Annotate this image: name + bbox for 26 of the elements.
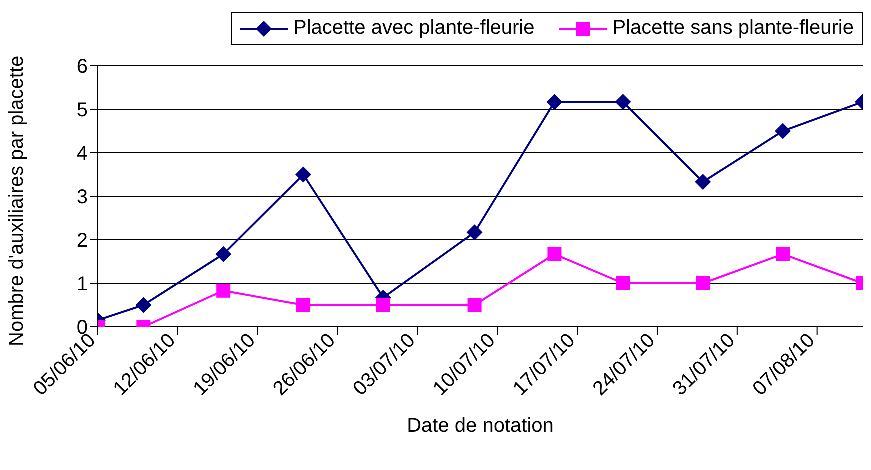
y-tick-label: 6 (76, 56, 88, 78)
y-axis-title: Nombre d'auxiliaires par placette (6, 56, 28, 346)
y-tick-label: 2 (76, 230, 88, 252)
y-tick-label: 1 (76, 274, 88, 296)
point (468, 298, 482, 312)
point (216, 246, 232, 262)
point (466, 224, 483, 241)
point (695, 174, 712, 190)
x-axis-title: Date de notation (407, 415, 554, 437)
legend-label: Placette sans plante-fleurie (612, 17, 854, 40)
point (775, 123, 792, 140)
point (776, 247, 790, 262)
legend-label: Placette avec plante-fleurie (294, 17, 535, 40)
point (616, 276, 630, 290)
y-tick-label: 3 (76, 186, 88, 209)
point (296, 298, 311, 312)
point (696, 276, 710, 290)
point (296, 166, 312, 183)
point (548, 247, 562, 262)
y-tick-label: 5 (76, 100, 88, 122)
point (546, 94, 563, 110)
point (615, 94, 632, 110)
point (216, 284, 231, 298)
point (136, 297, 152, 314)
point (376, 298, 390, 312)
y-tick-label: 4 (76, 143, 88, 166)
